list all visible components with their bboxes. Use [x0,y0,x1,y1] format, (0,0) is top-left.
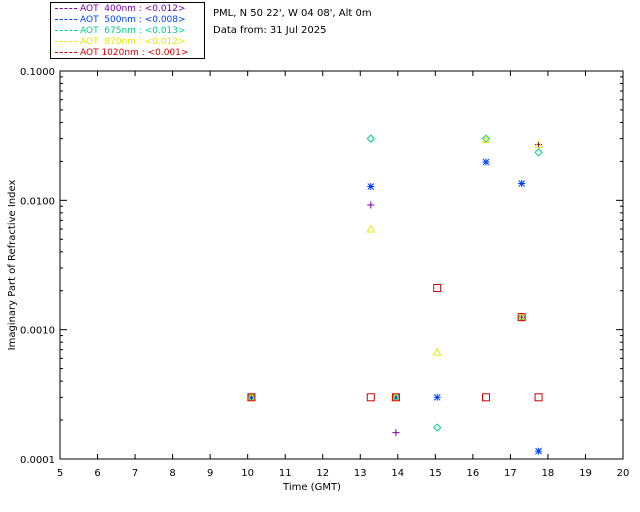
data-point [367,201,375,209]
asterisk-marker [367,182,375,190]
legend-label: AOT 500nm : <0.008> [80,15,186,25]
plus-marker [392,429,400,437]
legend-item: AOT 1020nm : <0.001> [55,48,188,59]
x-axis-label: Time (GMT) [282,482,341,493]
data-point [433,393,441,401]
data-point [366,224,376,233]
asterisk-marker [518,179,526,187]
plus-marker [367,201,375,209]
legend-label: AOT 675nm : <0.013> [80,26,186,36]
asterisk-marker [392,393,400,401]
asterisk-marker [247,393,255,401]
diamond-marker [366,134,375,143]
data-point [433,283,442,292]
data-point [534,139,543,149]
square-marker [482,393,491,402]
square-marker [433,283,442,292]
data-point [432,347,442,356]
legend-item: AOT 870nm : <0.012> [55,37,186,48]
data-point [534,148,543,157]
legend-line [55,8,77,9]
x-tick-label: 19 [579,468,592,479]
data-point [518,179,526,187]
square-marker [247,393,256,402]
y-tick-label: 0.0010 [20,326,55,337]
legend-item: AOT 500nm : <0.008> [55,15,186,26]
triangle-marker [391,392,401,401]
triangle-marker [432,347,442,356]
data-point [535,447,543,455]
data-point [392,429,400,437]
x-tick-label: 7 [132,468,138,479]
x-tick-label: 6 [94,468,100,479]
x-tick-label: 5 [57,468,63,479]
data-point [247,393,255,401]
date-info: Data from: 31 Jul 2025 [213,25,327,36]
square-marker [366,393,375,402]
square-marker [517,313,526,322]
x-tick-label: 14 [391,468,404,479]
triangle-marker [247,392,256,401]
legend: AOT 400nm : <0.012> AOT 500nm : <0.008> AO… [50,2,205,59]
x-tick-label: 12 [316,468,329,479]
legend-line [55,19,77,20]
x-tick-label: 13 [354,468,367,479]
data-point [366,393,375,402]
x-tick-label: 11 [279,468,292,479]
legend-label: AOT 870nm : <0.012> [80,37,186,47]
x-tick-label: 10 [241,468,254,479]
x-tick-label: 15 [429,468,442,479]
legend-label: AOT 1020nm : <0.001> [80,48,189,58]
data-point [482,158,490,166]
legend-line [55,41,77,42]
square-marker [391,393,400,402]
x-tick-label: 8 [169,468,175,479]
x-tick-label: 18 [542,468,555,479]
data-point [247,393,256,402]
data-point [247,392,256,401]
y-axis-label: Imaginary Part of Refractive Index [7,180,18,351]
data-point [391,393,400,402]
diamond-marker [534,148,543,157]
y-tick-label: 0.1000 [20,67,55,78]
data-point [517,313,526,322]
data-point [391,392,401,401]
legend-item: AOT 400nm : <0.012> [55,4,186,15]
triangle-marker [366,224,376,233]
x-tick-label: 16 [466,468,479,479]
x-tick-label: 9 [207,468,213,479]
legend-label: AOT 400nm : <0.012> [80,4,186,14]
site-info: PML, N 50 22', W 04 08', Alt 0m [213,8,372,19]
square-marker [534,393,543,402]
asterisk-marker [433,393,441,401]
legend-item: AOT 675nm : <0.013> [55,26,186,37]
diamond-marker [433,423,442,432]
data-point [534,393,543,402]
legend-line [55,52,77,53]
data-point [433,423,442,432]
data-point [482,393,491,402]
y-tick-label: 0.0001 [20,455,55,466]
y-tick-label: 0.0100 [20,196,55,207]
data-point [366,134,375,143]
plot-frame [59,70,624,460]
triangle-marker [534,139,543,149]
triangle-marker [481,135,491,144]
asterisk-marker [535,447,543,455]
legend-line [55,30,77,31]
data-point [367,182,375,190]
data-point [481,135,491,144]
x-tick-label: 17 [504,468,517,479]
x-tick-label: 20 [617,468,630,479]
asterisk-marker [482,158,490,166]
data-point [392,393,400,401]
